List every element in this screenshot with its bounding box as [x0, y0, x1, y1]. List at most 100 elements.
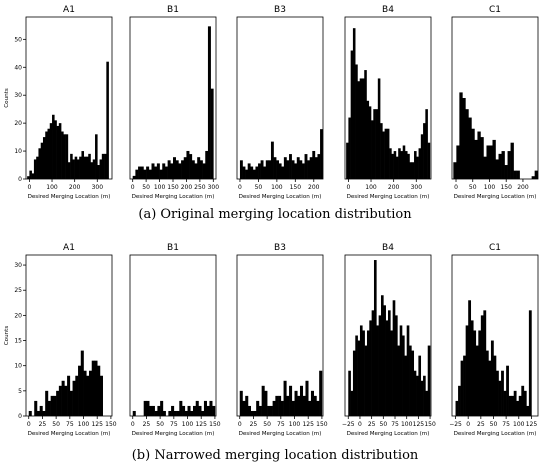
bar [269, 405, 273, 416]
bar [151, 163, 155, 179]
y-tick-label: 20 [14, 120, 22, 127]
bar [58, 123, 62, 179]
y-axis-label: Counts [4, 326, 10, 346]
bar [416, 375, 419, 416]
bar [272, 400, 276, 416]
bar [413, 370, 417, 416]
x-axis-label: Desired Merging Location (m) [239, 431, 322, 437]
x-tick-label: 150 [500, 184, 512, 191]
x-tick-label: 100 [365, 184, 377, 191]
bar [95, 134, 98, 179]
bar [495, 159, 499, 179]
bar [173, 157, 176, 179]
bar [164, 166, 168, 179]
bar [362, 330, 365, 416]
bar [483, 310, 487, 416]
bar [38, 148, 42, 179]
x-axis-label: Desired Merging Location (m) [454, 431, 537, 437]
bar [63, 134, 66, 179]
bar [376, 325, 379, 416]
bar [132, 410, 136, 416]
bar [382, 131, 385, 179]
bar [380, 295, 384, 416]
bar [319, 370, 323, 416]
x-tick-label: 50 [156, 421, 164, 428]
bar [167, 160, 171, 179]
x-tick-label: 25 [250, 421, 258, 428]
bar [486, 145, 490, 179]
y-tick-label: 30 [14, 262, 22, 269]
bar [247, 405, 251, 416]
bar [101, 153, 105, 179]
y-tick-label: 15 [14, 338, 22, 345]
x-tick-label: 75 [170, 421, 178, 428]
bar [61, 380, 65, 416]
bar [294, 163, 298, 179]
bar [420, 380, 424, 416]
chart-title: C1 [489, 243, 501, 253]
bar [106, 61, 109, 179]
bar [383, 305, 386, 416]
bar [64, 385, 68, 416]
bar [489, 145, 493, 179]
bar [359, 78, 363, 179]
bar [373, 260, 377, 416]
bar [498, 153, 502, 179]
bar [197, 157, 201, 179]
x-axis-label: Desired Merging Location (m) [347, 431, 430, 437]
bar [86, 375, 90, 416]
bar [409, 162, 413, 179]
bar [493, 355, 497, 417]
bar [194, 163, 198, 179]
bar [162, 163, 166, 179]
bar [289, 385, 293, 416]
bar [70, 153, 73, 179]
bar [45, 390, 49, 416]
bar [511, 395, 515, 417]
bar [256, 400, 260, 416]
bar [402, 145, 406, 179]
bar [162, 410, 166, 416]
bar [50, 395, 54, 417]
chart-a-3: B3 0 50 100 150 200 Desired Merging Location (… [236, 5, 324, 200]
chart-title: B3 [274, 243, 286, 253]
bar [531, 176, 535, 179]
bar [523, 390, 527, 416]
bar [40, 142, 44, 179]
bar [203, 400, 207, 416]
x-tick-label: 125 [195, 421, 207, 428]
x-axis-label: Desired Merging Location (m) [28, 194, 111, 200]
x-tick-label: 0 [131, 421, 135, 428]
bar [242, 400, 246, 416]
bar [310, 390, 314, 416]
plot-frame [236, 254, 324, 417]
bar [140, 166, 144, 179]
caption-narrowed-distribution: (b) Narrowed merging location distributi… [131, 448, 419, 463]
x-tick-label: 0 [346, 184, 350, 191]
plot-frame [236, 16, 324, 180]
bar [47, 400, 51, 416]
bar [373, 109, 376, 179]
x-tick-label: 125 [302, 421, 314, 428]
bar [425, 390, 429, 416]
bar [212, 405, 216, 416]
bar [65, 134, 69, 179]
bar [39, 405, 43, 416]
bar [478, 330, 482, 416]
bar [391, 153, 394, 179]
bar [398, 148, 401, 179]
x-tick-label: 200 [181, 184, 193, 191]
bar [423, 123, 426, 179]
bar [355, 335, 358, 416]
bar [78, 365, 82, 416]
bar [69, 390, 73, 416]
chart-a-4: B4 0 100 200 300 Desired Merging Location (m) [344, 5, 432, 200]
chart-title: A1 [63, 5, 75, 15]
bar [104, 153, 107, 179]
bar [393, 151, 397, 179]
bar [521, 385, 525, 416]
bar [377, 78, 381, 179]
bar [504, 165, 508, 179]
x-tick-label: 100 [271, 184, 283, 191]
bar [34, 400, 38, 416]
